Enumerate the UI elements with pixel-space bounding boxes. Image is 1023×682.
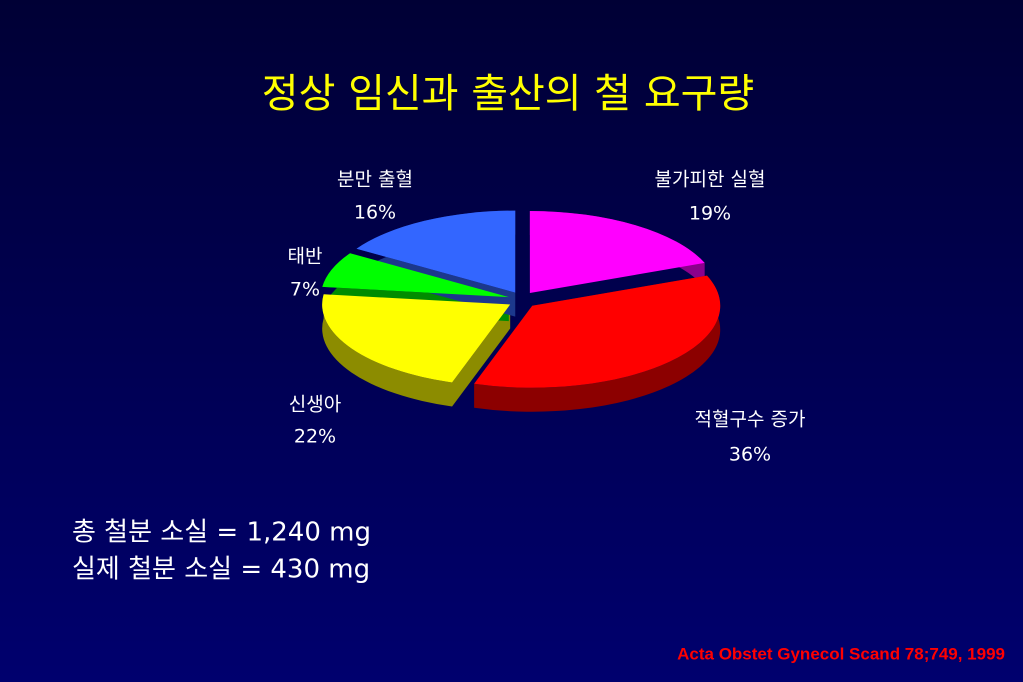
slice [529, 211, 705, 294]
slice-label: 분만 출혈 [337, 169, 413, 191]
value-label: 19% [689, 203, 731, 225]
slice [474, 275, 721, 388]
pie [322, 210, 721, 412]
value-label: 16% [354, 202, 396, 224]
source: Acta Obstet Gynecol Scand 78;749, 1999 [677, 644, 1005, 663]
value-label: 7% [290, 279, 320, 301]
slice-side [322, 294, 511, 407]
value-label: 22% [294, 426, 336, 448]
value-label: 36% [729, 444, 771, 466]
slice-label: 신생아 [289, 394, 341, 416]
slice [356, 210, 516, 293]
slice [322, 253, 509, 298]
slice-label: 불가피한 실혈 [655, 169, 766, 191]
note: 실제 철분 소실 = 430 mg [72, 555, 370, 585]
chart-title: 정상 임신과 출산의 철 요구량 [262, 71, 754, 117]
slice [322, 294, 511, 383]
slice-label: 태반 [288, 246, 323, 268]
note: 총 철분 소실 = 1,240 mg [72, 518, 371, 548]
slice-label: 적혈구수 증가 [695, 409, 806, 431]
